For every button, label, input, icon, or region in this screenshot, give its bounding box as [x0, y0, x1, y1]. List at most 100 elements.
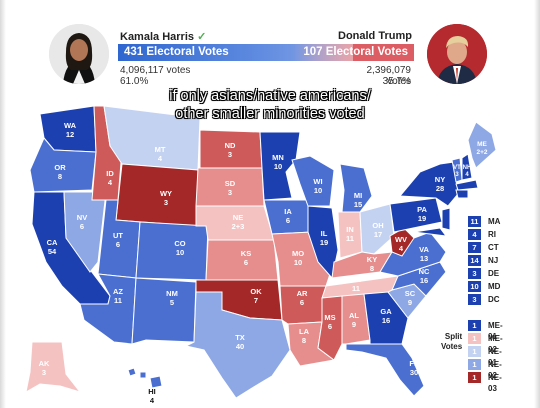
caption-line-2: other smaller minorities voted — [175, 106, 365, 122]
label-AZ-ev: 11 — [114, 296, 122, 305]
small-state-name: CT — [488, 243, 499, 252]
split-vote-ev-box: 1 — [468, 372, 481, 383]
label-FL-ev: 30 — [410, 368, 418, 377]
small-state-name: NJ — [488, 256, 499, 265]
trump-votes: 2,396,079 votes — [366, 65, 412, 87]
label-AK-ev: 3 — [42, 368, 46, 377]
label-MT-ev: 4 — [158, 154, 163, 163]
right-edge-shadow — [534, 0, 540, 408]
label-LA-abbr: LA — [299, 327, 310, 336]
state-NM[interactable] — [131, 277, 197, 345]
label-MO-abbr: MO — [292, 249, 304, 258]
split-label-line2: Votes — [441, 342, 463, 351]
state-FL[interactable] — [345, 343, 425, 397]
label-KY-ev: 8 — [370, 264, 374, 273]
state-CO[interactable] — [135, 221, 209, 281]
label-SC-ev: 9 — [408, 298, 412, 307]
small-state-ev-box: 10 — [468, 281, 481, 292]
state-CT[interactable] — [455, 189, 469, 199]
label-UT-abbr: UT — [113, 231, 123, 240]
split-vote-name: ME-02 — [488, 334, 503, 354]
label-HI-abbr: HI — [148, 387, 156, 396]
label-OR-ev: 8 — [58, 172, 62, 181]
state-labels: WA 12 OR 8 CA 54 NV 6 ID 4 MT 4 WY 3 UT … — [39, 121, 488, 405]
state-WY[interactable] — [115, 163, 199, 227]
label-ID-abbr: ID — [106, 169, 114, 178]
small-state-name: MA — [488, 217, 501, 226]
split-vote-name: NE-02 — [488, 360, 502, 380]
state-PA[interactable] — [389, 197, 443, 233]
split-vote-ev-box: 1 — [468, 359, 481, 370]
label-AK-abbr: AK — [39, 359, 50, 368]
label-MS-ev: 6 — [328, 322, 332, 331]
state-VA[interactable] — [379, 231, 447, 277]
label-IN-ev: 11 — [346, 234, 354, 243]
label-IL-ev: 19 — [320, 238, 328, 247]
label-NY-ev: 28 — [436, 184, 444, 193]
harris-pct: 61.0% — [120, 76, 149, 87]
label-OH-ev: 17 — [374, 230, 382, 239]
harris-avatar — [49, 24, 109, 84]
left-edge-shadow — [0, 0, 6, 408]
label-NE-abbr: NE — [233, 213, 243, 222]
split-label-line1: Split — [444, 332, 463, 341]
label-VT-ev: 3 — [455, 172, 459, 178]
state-OH[interactable] — [359, 203, 395, 255]
label-OR-abbr: OR — [54, 163, 66, 172]
state-MA[interactable] — [455, 179, 479, 191]
harris-name: Kamala Harris ✓ — [120, 31, 207, 43]
small-state-ev-box: 14 — [468, 255, 481, 266]
label-MI-abbr: MI — [354, 191, 362, 200]
trump-bar-segment — [353, 44, 414, 61]
label-ME-abbr: ME — [477, 141, 487, 148]
label-ID-ev: 4 — [108, 178, 113, 187]
label-TX-ev: 40 — [236, 342, 244, 351]
label-KS-abbr: KS — [241, 249, 251, 258]
label-MS-abbr: MS — [324, 313, 335, 322]
state-AK[interactable] — [25, 341, 82, 393]
label-MN-ev: 10 — [274, 162, 282, 171]
small-state-name: DC — [488, 295, 500, 304]
label-NY-abbr: NY — [435, 175, 445, 184]
state-NJ[interactable] — [441, 207, 451, 231]
label-VA-abbr: VA — [419, 245, 429, 254]
label-LA-ev: 8 — [302, 336, 306, 345]
split-vote-name: NE-03 — [488, 373, 502, 393]
label-ND-ev: 3 — [228, 150, 232, 159]
check-icon: ✓ — [197, 31, 207, 43]
caption-line-1: if only asians/native americans/ — [169, 88, 371, 104]
label-NE-ev: 2+3 — [232, 222, 245, 231]
small-state-name: MD — [488, 282, 501, 291]
label-IL-abbr: IL — [321, 229, 328, 238]
label-ND-abbr: ND — [225, 141, 236, 150]
state-MN[interactable] — [259, 131, 301, 201]
label-VT-abbr: VT — [453, 165, 461, 171]
state-OR[interactable] — [29, 137, 97, 193]
label-NM-ev: 5 — [170, 298, 174, 307]
label-TN-ev: 11 — [352, 284, 360, 293]
label-WV-ev: 4 — [399, 244, 404, 253]
electoral-vote-bar: 431 Electoral Votes 107 Electoral Votes — [118, 44, 414, 61]
label-NC-ev: 16 — [420, 276, 428, 285]
label-OK-abbr: OK — [250, 287, 262, 296]
state-MD[interactable] — [413, 227, 448, 237]
state-TX[interactable] — [184, 291, 291, 399]
split-vote-ev-box: 1 — [468, 333, 481, 344]
label-MT-abbr: MT — [155, 145, 166, 154]
split-votes-label: Split Votes — [441, 332, 462, 352]
state-NH[interactable] — [461, 153, 473, 181]
state-KS[interactable] — [205, 239, 279, 281]
label-SD-abbr: SD — [225, 179, 236, 188]
label-IA-ev: 6 — [286, 216, 290, 225]
state-HI[interactable] — [127, 367, 163, 389]
state-WI[interactable] — [291, 155, 335, 207]
state-AL[interactable] — [341, 293, 371, 345]
state-ME[interactable] — [467, 121, 497, 169]
label-IA-abbr: IA — [284, 207, 292, 216]
label-CO-abbr: CO — [174, 239, 185, 248]
bar-blend — [293, 44, 353, 61]
label-SD-ev: 3 — [228, 188, 232, 197]
label-WY-ev: 3 — [164, 198, 168, 207]
small-state-ev-box: 3 — [468, 268, 481, 279]
